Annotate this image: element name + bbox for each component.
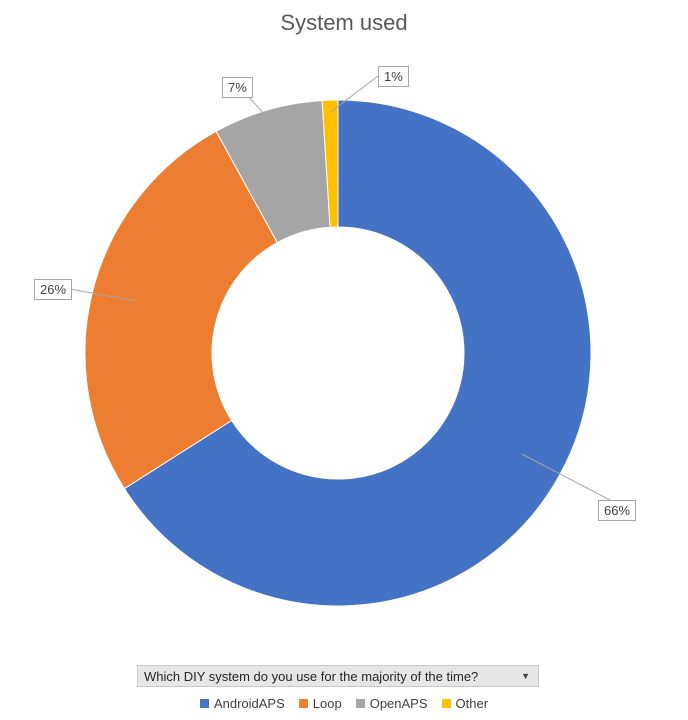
data-label-openaps: 7% — [222, 77, 253, 98]
dropdown-arrow-icon[interactable]: ▼ — [521, 671, 530, 681]
legend-label: AndroidAPS — [213, 696, 285, 711]
data-label-other: 1% — [378, 66, 409, 87]
donut-chart — [69, 75, 632, 607]
legend-item-loop: Loop — [298, 696, 342, 711]
data-label-androidaps: 66% — [598, 500, 637, 521]
slice-androidaps[interactable] — [123, 99, 592, 607]
leader-line-loop — [69, 288, 136, 302]
legend: AndroidAPS Loop OpenAPS Other — [0, 696, 688, 711]
legend-label: Loop — [312, 696, 342, 711]
filter-label: Which DIY system do you use for the majo… — [144, 668, 479, 684]
legend-swatch — [355, 699, 365, 708]
legend-item-other: Other — [441, 696, 489, 711]
legend-item-openaps: OpenAPS — [355, 696, 428, 711]
legend-swatch — [199, 699, 209, 708]
slice-other[interactable] — [321, 99, 339, 228]
legend-label: OpenAPS — [369, 696, 428, 711]
field-filter-dropdown[interactable]: Which DIY system do you use for the majo… — [137, 665, 539, 687]
chart-title: System used — [280, 10, 408, 35]
leader-line-other — [330, 75, 379, 113]
legend-item-androidaps: AndroidAPS — [199, 696, 285, 711]
legend-label: Other — [455, 696, 489, 711]
legend-swatch — [298, 699, 308, 708]
data-label-loop: 26% — [34, 279, 73, 300]
legend-swatch — [441, 699, 451, 708]
slice-loop[interactable] — [84, 130, 278, 490]
